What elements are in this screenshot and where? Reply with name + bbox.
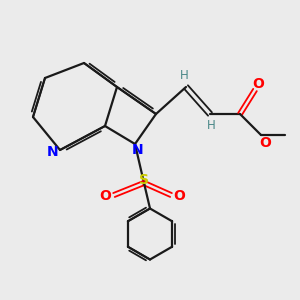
Text: O: O: [173, 190, 185, 203]
Text: H: H: [207, 119, 216, 132]
Text: N: N: [132, 143, 144, 157]
Text: O: O: [100, 190, 112, 203]
Text: O: O: [260, 136, 272, 150]
Text: S: S: [139, 173, 149, 187]
Text: N: N: [47, 145, 58, 158]
Text: O: O: [252, 77, 264, 91]
Text: H: H: [180, 69, 189, 82]
